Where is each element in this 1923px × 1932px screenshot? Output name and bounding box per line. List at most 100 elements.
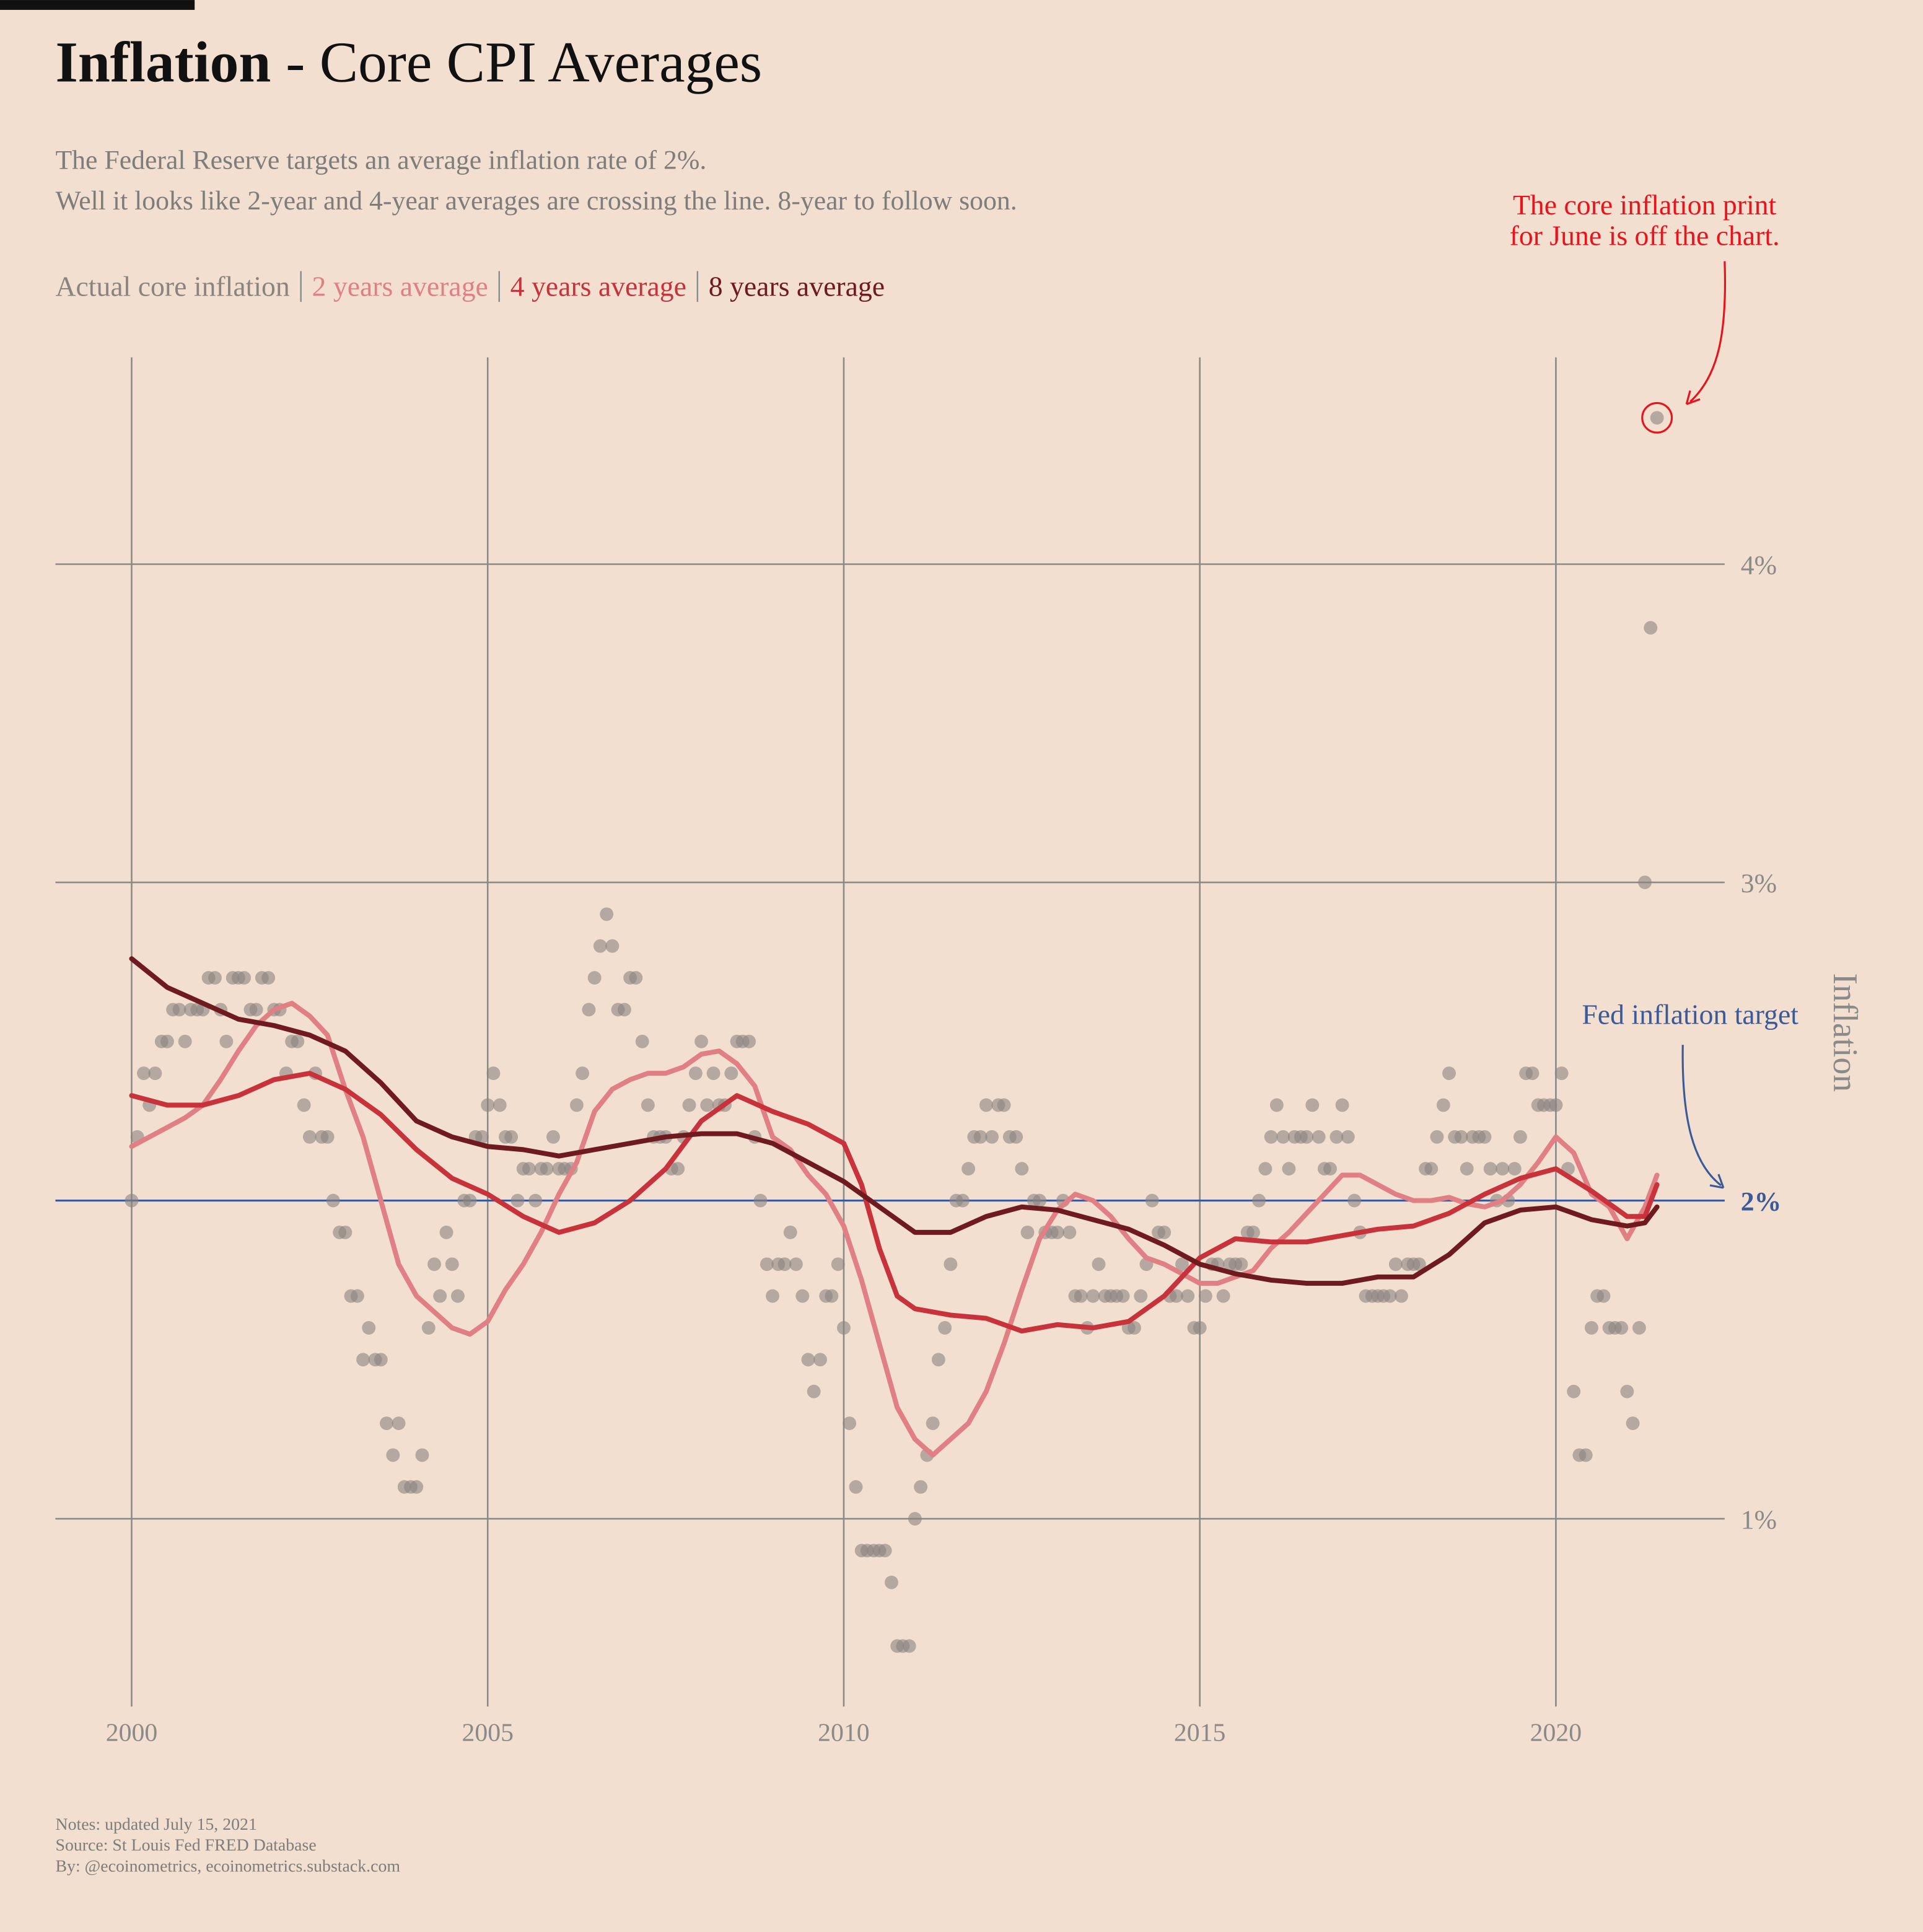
data-point	[837, 1321, 851, 1335]
data-point	[1549, 1098, 1563, 1112]
annotation-arrow	[1681, 1045, 1722, 1187]
note: Source: St Louis Fed FRED Database	[55, 1836, 316, 1855]
annotation-line: The core inflation print	[1513, 189, 1777, 221]
data-point	[801, 1353, 815, 1367]
data-point	[600, 907, 614, 921]
marks	[125, 411, 1664, 1653]
average-line	[129, 1001, 1660, 1458]
annotation: The core inflation print for June is off …	[1510, 189, 1780, 252]
data-point	[178, 1034, 192, 1048]
data-point	[1169, 1289, 1183, 1303]
data-point	[825, 1289, 839, 1303]
data-point	[1305, 1098, 1320, 1112]
x-tick-label: 2010	[818, 1719, 870, 1747]
data-point	[421, 1321, 436, 1335]
annotation-arrow	[1689, 261, 1727, 403]
data-point	[635, 1034, 649, 1048]
data-point	[979, 1098, 993, 1112]
data-point	[1157, 1225, 1172, 1239]
data-point	[742, 1034, 756, 1048]
data-point	[463, 1193, 477, 1208]
data-point	[831, 1257, 845, 1271]
data-point	[392, 1416, 406, 1430]
annotation-line: for June is off the chart.	[1510, 220, 1780, 252]
data-point	[1198, 1289, 1212, 1303]
top-bar	[0, 0, 195, 10]
data-point	[1507, 1162, 1522, 1176]
data-point	[504, 1130, 519, 1144]
data-point	[1175, 1257, 1189, 1271]
title-bold: Inflation	[55, 30, 271, 94]
data-point	[415, 1448, 429, 1462]
data-point	[1015, 1162, 1029, 1176]
data-point	[540, 1162, 554, 1176]
data-point	[1300, 1130, 1314, 1144]
data-point	[1395, 1289, 1408, 1303]
data-point	[297, 1098, 311, 1112]
data-point	[700, 1098, 714, 1112]
data-point	[410, 1480, 424, 1494]
note: Notes: updated July 15, 2021	[55, 1815, 256, 1834]
legend-label: Actual core inflation	[55, 270, 289, 302]
data-point	[682, 1098, 696, 1112]
data-point	[944, 1257, 958, 1271]
data-point	[1264, 1130, 1278, 1144]
data-point	[931, 1353, 945, 1367]
data-point	[1584, 1321, 1598, 1335]
data-point	[1128, 1321, 1141, 1335]
data-point	[1062, 1225, 1077, 1239]
annotation-line: Fed inflation target	[1582, 998, 1798, 1030]
data-point	[1341, 1130, 1355, 1144]
data-point	[1134, 1289, 1148, 1303]
x-tick-label: 2020	[1530, 1719, 1582, 1747]
data-point	[386, 1448, 400, 1462]
data-point	[522, 1162, 536, 1176]
data-point	[789, 1257, 803, 1271]
data-point	[926, 1416, 940, 1430]
data-point	[694, 1034, 708, 1048]
data-point	[172, 1003, 186, 1017]
data-point	[1513, 1130, 1527, 1144]
data-point	[1388, 1257, 1403, 1271]
data-point	[1258, 1162, 1273, 1176]
data-point	[1483, 1162, 1497, 1176]
data-point	[1430, 1130, 1444, 1144]
data-point	[486, 1066, 501, 1081]
data-point	[1074, 1289, 1088, 1303]
data-point	[160, 1034, 174, 1048]
data-point	[237, 971, 252, 985]
data-point	[350, 1289, 364, 1303]
data-point	[1650, 411, 1664, 425]
data-point	[450, 1289, 465, 1303]
data-point	[1579, 1448, 1593, 1462]
data-point	[1626, 1416, 1640, 1430]
data-point	[1269, 1098, 1284, 1112]
data-point	[1638, 876, 1652, 889]
data-point	[1276, 1130, 1290, 1144]
data-point	[1050, 1225, 1064, 1239]
data-point	[380, 1416, 393, 1430]
legend: Actual core inflation 2 years average 4 ye…	[55, 270, 885, 302]
data-point	[587, 971, 602, 985]
data-point	[1554, 1066, 1569, 1081]
data-point	[997, 1098, 1011, 1112]
data-point	[1436, 1098, 1450, 1112]
subtitle: Well it looks like 2-year and 4-year ave…	[55, 186, 1017, 216]
data-point	[445, 1257, 459, 1271]
y-tick-label: 2%	[1741, 1187, 1782, 1216]
y-tick-label: 4%	[1741, 550, 1777, 580]
chart-title: Inflation - Core CPI Averages	[55, 30, 762, 94]
data-point	[1312, 1130, 1326, 1144]
data-point	[1329, 1130, 1344, 1144]
annotation: Fed inflation target	[1582, 998, 1798, 1030]
data-point	[208, 971, 222, 985]
data-point	[1460, 1162, 1474, 1176]
data-point	[605, 939, 620, 953]
data-point	[1347, 1193, 1362, 1208]
data-point	[902, 1639, 916, 1653]
data-point	[813, 1353, 827, 1367]
data-point	[1193, 1321, 1207, 1335]
data-point	[766, 1289, 779, 1303]
